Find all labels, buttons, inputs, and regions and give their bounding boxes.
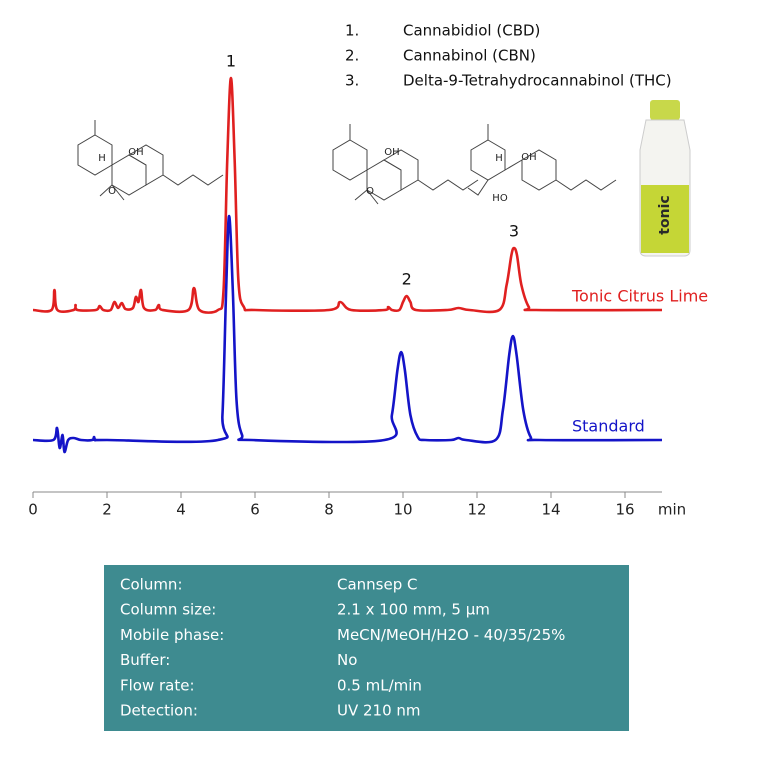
condition-label: Mobile phase: <box>120 626 224 644</box>
x-tick-label: 12 <box>467 501 486 519</box>
atom-label: O <box>366 186 374 197</box>
conditions-panel <box>104 565 629 731</box>
x-tick-label: 16 <box>615 501 634 519</box>
product-label: tonic <box>657 195 673 234</box>
atom-label: OH <box>521 152 536 163</box>
peak-number: 1. <box>345 22 359 40</box>
trace <box>32 214 663 454</box>
condition-value: UV 210 nm <box>337 702 421 720</box>
series-label: Tonic Citrus Lime <box>571 287 708 306</box>
x-tick-label: 6 <box>250 501 260 519</box>
trace <box>32 76 663 314</box>
atom-label: OH <box>384 147 399 158</box>
peak-name: Cannabidiol (CBD) <box>403 22 540 40</box>
atom-label: HO <box>492 193 508 204</box>
x-tick-label: 8 <box>324 501 334 519</box>
peak-label: 1 <box>226 52 236 71</box>
condition-value: Cannsep C <box>337 576 418 594</box>
peak-name: Cannabinol (CBN) <box>403 47 536 65</box>
condition-value: No <box>337 651 357 669</box>
series-label: Standard <box>572 417 645 436</box>
x-tick-label: 2 <box>102 501 112 519</box>
condition-label: Column size: <box>120 601 216 619</box>
x-tick-label: 4 <box>176 501 186 519</box>
structure-cbd <box>77 120 224 201</box>
condition-value: 0.5 mL/min <box>337 676 422 694</box>
x-tick-label: 10 <box>393 501 412 519</box>
peak-number: 2. <box>345 47 359 65</box>
x-tick-label: 0 <box>28 501 38 519</box>
peak-name: Delta-9-Tetrahydrocannabinol (THC) <box>403 72 672 90</box>
condition-value: MeCN/MeOH/H2O - 40/35/25% <box>337 626 565 644</box>
peak-number: 3. <box>345 72 359 90</box>
condition-label: Buffer: <box>120 651 170 669</box>
atom-label: H <box>495 153 503 164</box>
x-tick-label: 14 <box>541 501 560 519</box>
atom-label: O <box>108 186 116 197</box>
product-bottle <box>639 100 691 257</box>
atom-label: OH <box>128 147 143 158</box>
condition-value: 2.1 x 100 mm, 5 µm <box>337 601 490 619</box>
atom-label: H <box>98 153 106 164</box>
peak-label: 3 <box>509 222 519 241</box>
condition-label: Column: <box>120 576 183 594</box>
structure-thc <box>467 124 617 196</box>
condition-label: Detection: <box>120 702 198 720</box>
peak-label: 2 <box>402 270 412 289</box>
x-axis-label: min <box>658 501 686 519</box>
structure-cbn <box>332 124 479 205</box>
condition-label: Flow rate: <box>120 676 195 694</box>
